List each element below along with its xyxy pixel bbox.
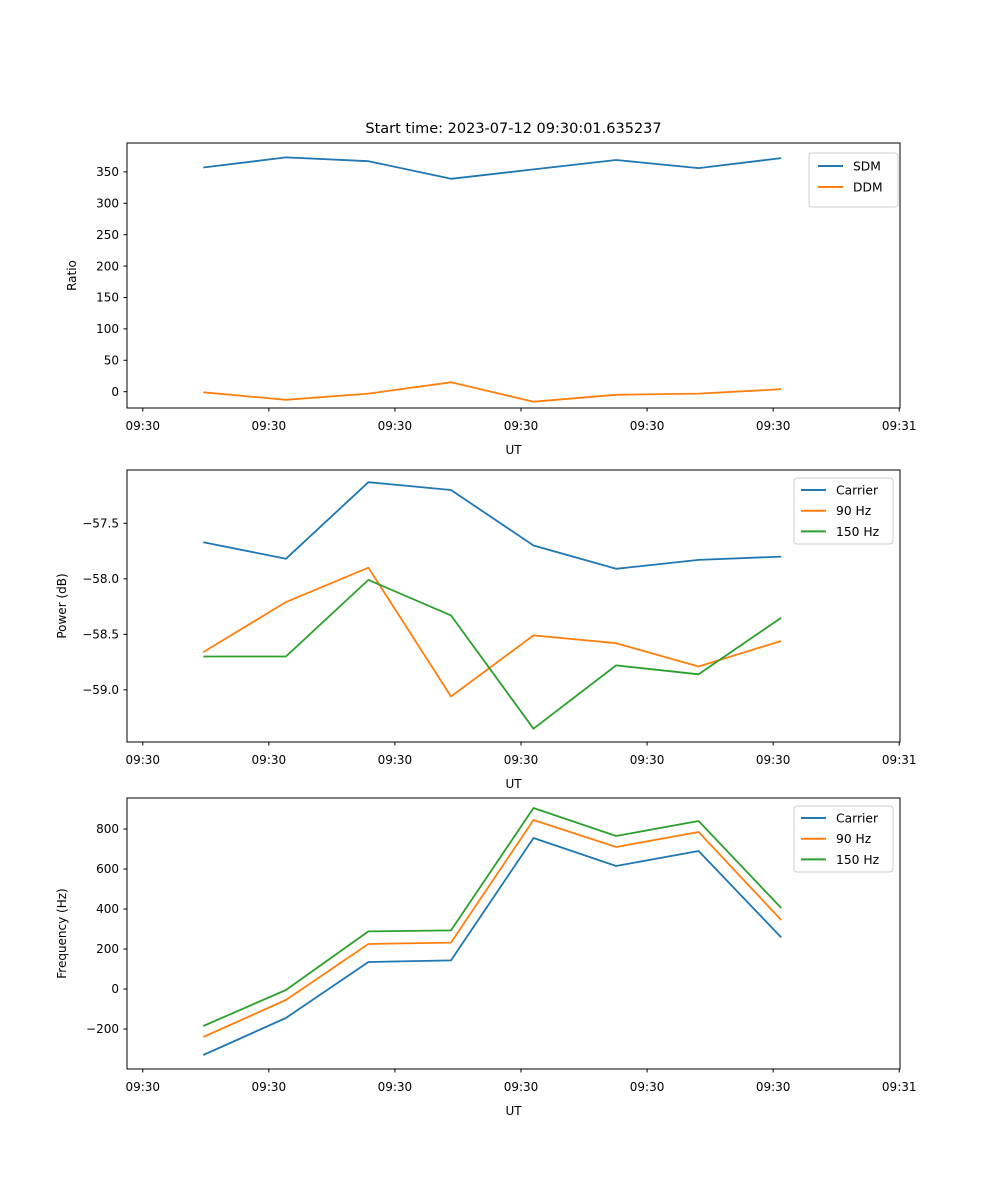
x-tick-label: 09:30 — [504, 419, 539, 433]
y-tick-label: −58.0 — [82, 572, 119, 586]
axes-spines — [126, 469, 901, 743]
carrier-line — [202, 837, 782, 1056]
plot3-xlabel: UT — [505, 1104, 522, 1118]
x-tick-label: 09:30 — [630, 419, 665, 433]
plot1-legend: SDM DDM — [808, 152, 899, 208]
plot2-legend: Carrier 90 Hz 150 Hz — [793, 477, 894, 545]
y-tick-label: 100 — [96, 322, 119, 336]
x-tick-label: 09:30 — [504, 753, 539, 767]
y-tick-label: 200 — [96, 942, 119, 956]
power-plot-area: 09:30 09:30 09:30 09:30 09:30 09:30 09:31 −57.5… — [82, 469, 917, 767]
legend-frame — [793, 805, 894, 873]
x-tick-label: 09:30 — [378, 753, 413, 767]
plot1-ylabel: Ratio — [65, 260, 79, 291]
ddm-line — [203, 381, 782, 403]
y-tick-label: 0 — [111, 385, 119, 399]
legend-frame — [793, 477, 894, 545]
x-tick-label: 09:30 — [378, 1080, 413, 1094]
x-tick-label: 09:31 — [882, 419, 917, 433]
150hz-legend-label: 150 Hz — [836, 525, 879, 539]
y-tick-label: −58.5 — [82, 628, 119, 642]
axes-spines — [126, 142, 901, 409]
x-tick-label: 09:30 — [252, 1080, 287, 1094]
y-tick-label: 600 — [96, 862, 119, 876]
x-tick-label: 09:30 — [630, 753, 665, 767]
x-tick-label: 09:30 — [125, 753, 160, 767]
x-tick-label: 09:30 — [630, 1080, 665, 1094]
x-tick-label: 09:30 — [378, 419, 413, 433]
axes-spines — [126, 797, 901, 1070]
y-tick-label: −59.0 — [82, 683, 119, 697]
carrier-line — [203, 481, 782, 570]
x-tick-label: 09:30 — [756, 1080, 791, 1094]
sdm-line — [203, 156, 782, 180]
carrier-legend-label: Carrier — [836, 812, 879, 826]
plot1-xlabel: UT — [505, 443, 522, 457]
x-tick-label: 09:30 — [125, 419, 160, 433]
ratio-plot-area: 09:30 09:30 09:30 09:30 09:30 09:30 09:31 0 50 10… — [96, 142, 917, 433]
carrier-legend-label: Carrier — [836, 484, 879, 498]
x-tick-label: 09:30 — [504, 1080, 539, 1094]
x-tick-label: 09:30 — [756, 753, 791, 767]
y-tick-label: 300 — [96, 196, 119, 210]
plot3-legend: Carrier 90 Hz 150 Hz — [793, 805, 894, 873]
y-tick-label: −57.5 — [82, 516, 119, 530]
sdm-legend-label: SDM — [853, 160, 881, 174]
frequency-plot-area: 09:30 09:30 09:30 09:30 09:30 09:30 09:31 −200 0… — [86, 797, 917, 1094]
90hz-legend-label: 90 Hz — [836, 504, 871, 518]
90-hz-line — [202, 819, 782, 1038]
y-tick-label: 200 — [96, 259, 119, 273]
y-tick-label: −200 — [86, 1022, 119, 1036]
90hz-legend-label: 90 Hz — [836, 832, 871, 846]
y-tick-label: 400 — [96, 902, 119, 916]
x-tick-label: 09:30 — [125, 1080, 160, 1094]
plot1-title: Start time: 2023-07-12 09:30:01.635237 — [365, 121, 661, 137]
y-tick-label: 800 — [96, 822, 119, 836]
plot3-ylabel: Frequency (Hz) — [55, 888, 69, 979]
y-tick-label: 50 — [104, 353, 119, 367]
plot2-xlabel: UT — [505, 777, 522, 791]
90-hz-line — [202, 566, 782, 698]
x-tick-label: 09:31 — [882, 753, 917, 767]
y-tick-label: 350 — [96, 165, 119, 179]
x-tick-label: 09:30 — [252, 419, 287, 433]
plot2-ylabel: Power (dB) — [55, 573, 69, 638]
x-tick-label: 09:31 — [882, 1080, 917, 1094]
150-hz-line — [203, 579, 782, 730]
150hz-legend-label: 150 Hz — [836, 853, 879, 867]
ddm-legend-label: DDM — [853, 181, 883, 195]
x-tick-label: 09:30 — [756, 419, 791, 433]
150-hz-line — [202, 807, 782, 1027]
y-tick-label: 0 — [111, 982, 119, 996]
y-tick-label: 250 — [96, 228, 119, 242]
y-tick-label: 150 — [96, 291, 119, 305]
x-tick-label: 09:30 — [252, 753, 287, 767]
